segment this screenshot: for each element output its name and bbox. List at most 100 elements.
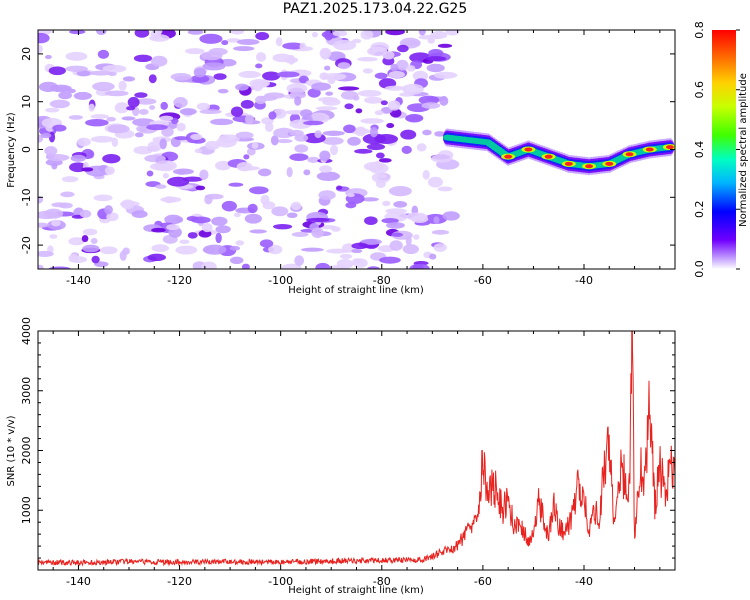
signal-hotspot [564,161,573,166]
noise-blob [146,170,154,177]
noise-blob [138,109,149,115]
noise-blob [107,124,130,134]
noise-blob [286,167,293,178]
noise-blob [67,88,76,94]
noise-blob [389,240,403,251]
noise-blob [68,237,85,246]
noise-blob [400,129,417,140]
noise-blob [319,72,329,81]
noise-blob [204,140,220,150]
signal-hotspot [645,147,654,152]
noise-blob [49,84,72,93]
noise-blob [230,106,244,117]
noise-blob [199,109,222,115]
noise-blob [210,118,234,126]
noise-blob [77,137,91,147]
noise-blob [44,54,52,60]
noise-blob [213,73,227,80]
signal-hotspot [605,161,614,166]
noise-blob [255,31,270,41]
noise-blob [433,243,447,252]
signal-hotspot [544,154,553,159]
noise-blob [311,82,331,91]
noise-blob [90,114,109,119]
noise-blob [149,34,170,42]
x-tick-label: -40 [575,274,593,287]
noise-blob [104,205,113,215]
noise-blob [134,30,150,38]
noise-blob [258,168,272,177]
noise-blob [381,217,399,224]
noise-blob [294,144,309,153]
y-tick-label: -20 [20,236,33,254]
noise-blob [51,219,61,227]
noise-blob [322,130,345,136]
noise-blob [202,62,226,71]
noise-blob [406,65,416,72]
noise-blob [422,169,430,180]
noise-blob [199,33,223,44]
noise-blob [51,162,58,170]
noise-blob [291,232,309,238]
noise-blob [246,148,256,156]
x-tick-label: -140 [66,575,91,588]
noise-blob [367,49,378,55]
noise-blob [228,182,244,187]
noise-blob [303,120,324,126]
noise-blob [416,143,427,152]
noise-blob [233,212,241,218]
noise-blob [155,184,167,189]
noise-blob [93,194,113,202]
noise-blob [193,67,207,78]
snr-ticks: -140 -120 -100 -80 -60 -40 1000 2000 3000 4000 [20,317,675,588]
noise-blob [215,232,222,244]
noise-blob [418,30,426,36]
noise-blob [68,253,78,263]
noise-blob [102,64,127,73]
signal-hotspot [665,145,674,150]
noise-blob [275,37,283,47]
noise-blob [173,96,188,108]
noise-blob [322,136,344,145]
noise-blob [290,201,302,211]
noise-blob [326,248,349,254]
noise-blob [43,208,64,219]
noise-blob [229,245,241,251]
snr-x-axis-label: Height of straight line (km) [288,585,424,596]
noise-blob [70,154,86,162]
noise-blob [249,229,267,234]
noise-blob [336,185,343,190]
noise-blob [332,30,348,37]
noise-blob [336,259,354,269]
noise-blob [330,144,339,156]
noise-blob [299,42,307,51]
noise-blob [236,207,248,213]
noise-blob [247,203,258,214]
noise-blob [48,66,66,76]
noise-blob [99,246,118,255]
noise-blob [134,132,144,138]
noise-blob [199,169,209,181]
noise-blob [134,92,148,98]
noise-blob [91,255,100,264]
noise-blob [337,62,351,70]
noise-blob [315,106,338,111]
noise-blob [127,96,140,108]
y-tick-label: 10 [20,95,33,109]
noise-blob [252,80,264,92]
noise-blob [65,51,88,61]
noise-blob [176,122,186,132]
noise-blob [402,83,424,95]
noise-blob [409,263,430,269]
noise-blob [382,200,391,207]
noise-blob [259,239,274,248]
noise-blob [131,210,148,218]
noise-blob [388,100,401,111]
noise-blob [187,232,198,239]
noise-blob [132,118,155,127]
noise-blob [255,63,263,69]
noise-blob [307,88,321,98]
noise-blob [259,95,278,101]
